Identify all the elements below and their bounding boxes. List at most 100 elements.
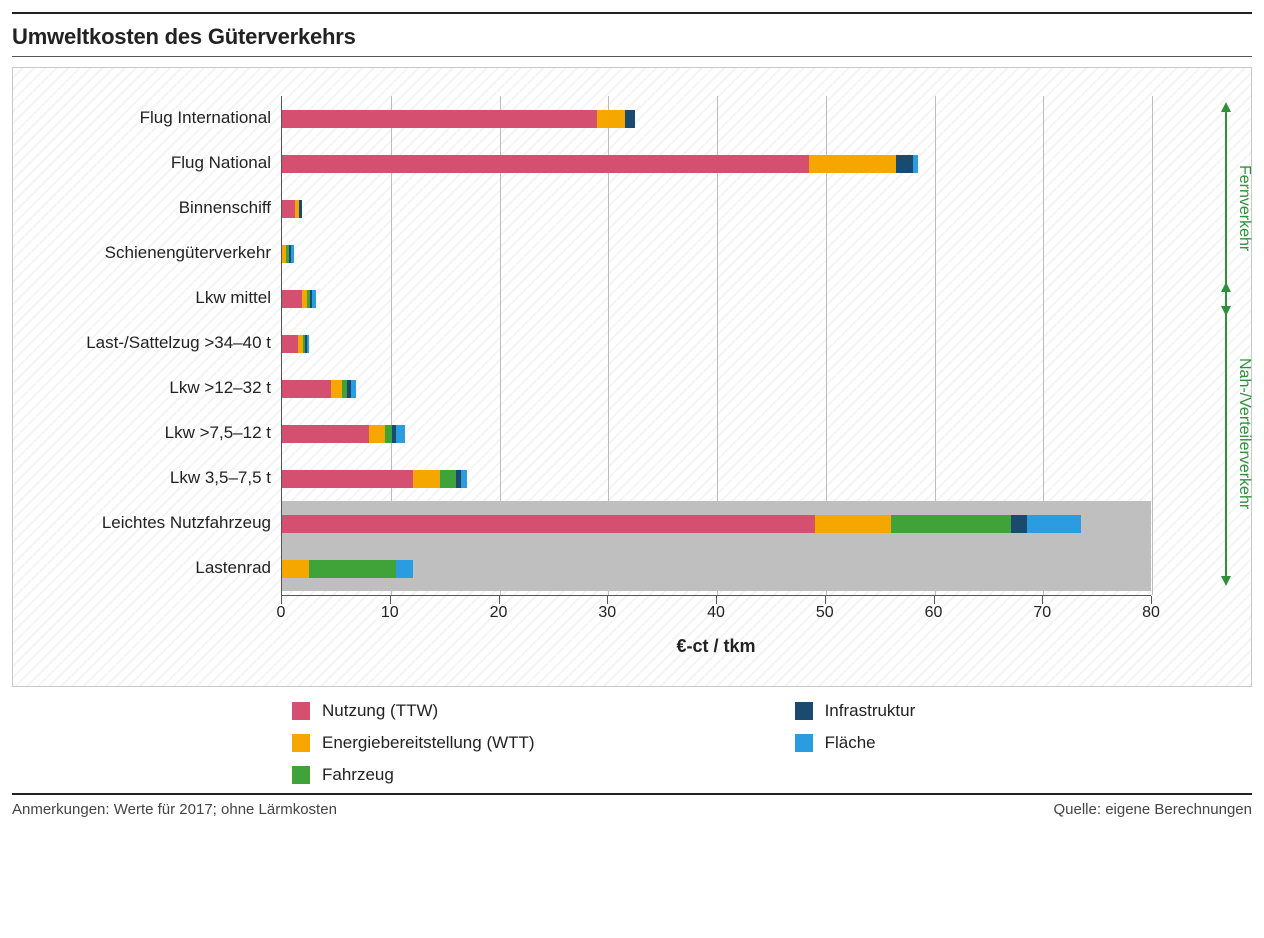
bar-segment-nutzung [282, 515, 815, 533]
bar-row [282, 411, 1151, 456]
group-label: Nah-/Verteilerverkehr [1235, 290, 1253, 578]
legend-item-infrastruktur: Infrastruktur [795, 701, 916, 721]
chart-area: 01020304050607080 €-ct / tkm Fernverkehr… [12, 67, 1252, 687]
figure: Umweltkosten des Güterverkehrs 0 10 20 30 40… [12, 12, 1252, 818]
title-underline [12, 56, 1252, 57]
group-arrow [1225, 110, 1227, 308]
x-tick-label: 20 [490, 604, 508, 622]
bar-row [282, 141, 1151, 186]
legend-item-nutzung: Nutzung (TTW) [292, 701, 535, 721]
bar-segment-infrastruktur [299, 200, 301, 218]
tick-mark [499, 596, 500, 604]
bar-segment-nutzung [282, 425, 369, 443]
bar-segment-energie [815, 515, 891, 533]
bar-segment-fahrzeug [440, 470, 456, 488]
x-tick-label: 10 [381, 604, 399, 622]
stacked-bar [282, 290, 316, 308]
bar-segment-nutzung [282, 200, 295, 218]
y-category-label: Binnenschiff [13, 198, 271, 218]
x-tick-label: 30 [598, 604, 616, 622]
tick-mark [934, 596, 935, 604]
legend-swatch [292, 702, 310, 720]
tick-mark [825, 596, 826, 604]
bar-segment-flaeche [291, 245, 294, 263]
tick-mark [607, 596, 608, 604]
bar-row [282, 501, 1151, 546]
footer-source: Quelle: eigene Berechnungen [1054, 801, 1253, 818]
y-category-label: Flug International [13, 108, 271, 128]
legend-label: Fahrzeug [322, 765, 394, 785]
bar-row [282, 456, 1151, 501]
y-category-label: Lkw 3,5–7,5 t [13, 468, 271, 488]
group-arrow [1225, 290, 1227, 578]
y-category-label: Lastenrad [13, 558, 271, 578]
bar-segment-energie [597, 110, 624, 128]
y-category-label: Flug National [13, 153, 271, 173]
bar-segment-flaeche [396, 425, 405, 443]
legend-column: Infrastruktur Fläche [795, 701, 916, 785]
bar-segment-flaeche [913, 155, 918, 173]
bar-segment-nutzung [282, 470, 413, 488]
y-category-label: Lkw mittel [13, 288, 271, 308]
x-tick-label: 40 [707, 604, 725, 622]
legend-item-fahrzeug: Fahrzeug [292, 765, 535, 785]
stacked-bar [282, 470, 467, 488]
legend-swatch [292, 766, 310, 784]
legend-swatch [292, 734, 310, 752]
bar-segment-flaeche [312, 290, 315, 308]
stacked-bar [282, 560, 413, 578]
group-brackets: FernverkehrNah-/Verteilerverkehr [1221, 96, 1264, 596]
chart-title: Umweltkosten des Güterverkehrs [12, 24, 1252, 50]
legend-item-energie: Energiebereitstellung (WTT) [292, 733, 535, 753]
bar-row [282, 546, 1151, 591]
bar-segment-flaeche [351, 380, 356, 398]
legend-swatch [795, 702, 813, 720]
legend-column: Nutzung (TTW) Energiebereitstellung (WTT)… [292, 701, 535, 785]
bar-segment-flaeche [396, 560, 412, 578]
x-axis-label: €-ct / tkm [281, 636, 1151, 657]
bar-segment-nutzung [282, 110, 597, 128]
top-rule [12, 12, 1252, 14]
x-tick-label: 50 [816, 604, 834, 622]
bar-segment-fahrzeug [309, 560, 396, 578]
bar-segment-nutzung [282, 290, 302, 308]
x-tick-label: 60 [925, 604, 943, 622]
bar-segment-nutzung [282, 380, 331, 398]
gridline [1152, 96, 1153, 595]
bar-segment-infrastruktur [896, 155, 912, 173]
tick-mark [716, 596, 717, 604]
x-tick-label: 70 [1033, 604, 1051, 622]
stacked-bar [282, 200, 302, 218]
bar-segment-infrastruktur [625, 110, 636, 128]
bar-segment-energie [331, 380, 342, 398]
stacked-bar [282, 425, 405, 443]
bar-segment-flaeche [1027, 515, 1081, 533]
legend-swatch [795, 734, 813, 752]
bar-segment-flaeche [307, 335, 309, 353]
legend-label: Nutzung (TTW) [322, 701, 438, 721]
y-category-label: Leichtes Nutzfahrzeug [13, 513, 271, 533]
bar-segment-energie [282, 560, 309, 578]
bottom-rule [12, 793, 1252, 795]
tick-mark [1151, 596, 1152, 604]
x-tick-label: 0 [277, 604, 286, 622]
y-category-label: Lkw >12–32 t [13, 378, 271, 398]
bar-segment-nutzung [282, 155, 809, 173]
tick-mark [281, 596, 282, 604]
legend: Nutzung (TTW) Energiebereitstellung (WTT)… [292, 701, 1252, 785]
bar-segment-flaeche [461, 470, 466, 488]
legend-item-flaeche: Fläche [795, 733, 916, 753]
bar-row [282, 276, 1151, 321]
group-label: Fernverkehr [1235, 110, 1253, 308]
bar-row [282, 366, 1151, 411]
y-category-label: Schienengüterverkehr [13, 243, 271, 263]
stacked-bar [282, 245, 294, 263]
bar-row [282, 96, 1151, 141]
x-ticks: 01020304050607080 [281, 604, 1151, 628]
footer: Anmerkungen: Werte für 2017; ohne Lärmko… [12, 801, 1252, 818]
tick-mark [390, 596, 391, 604]
bar-segment-fahrzeug [891, 515, 1011, 533]
bar-segment-energie [413, 470, 440, 488]
stacked-bar [282, 155, 918, 173]
stacked-bar [282, 515, 1081, 533]
